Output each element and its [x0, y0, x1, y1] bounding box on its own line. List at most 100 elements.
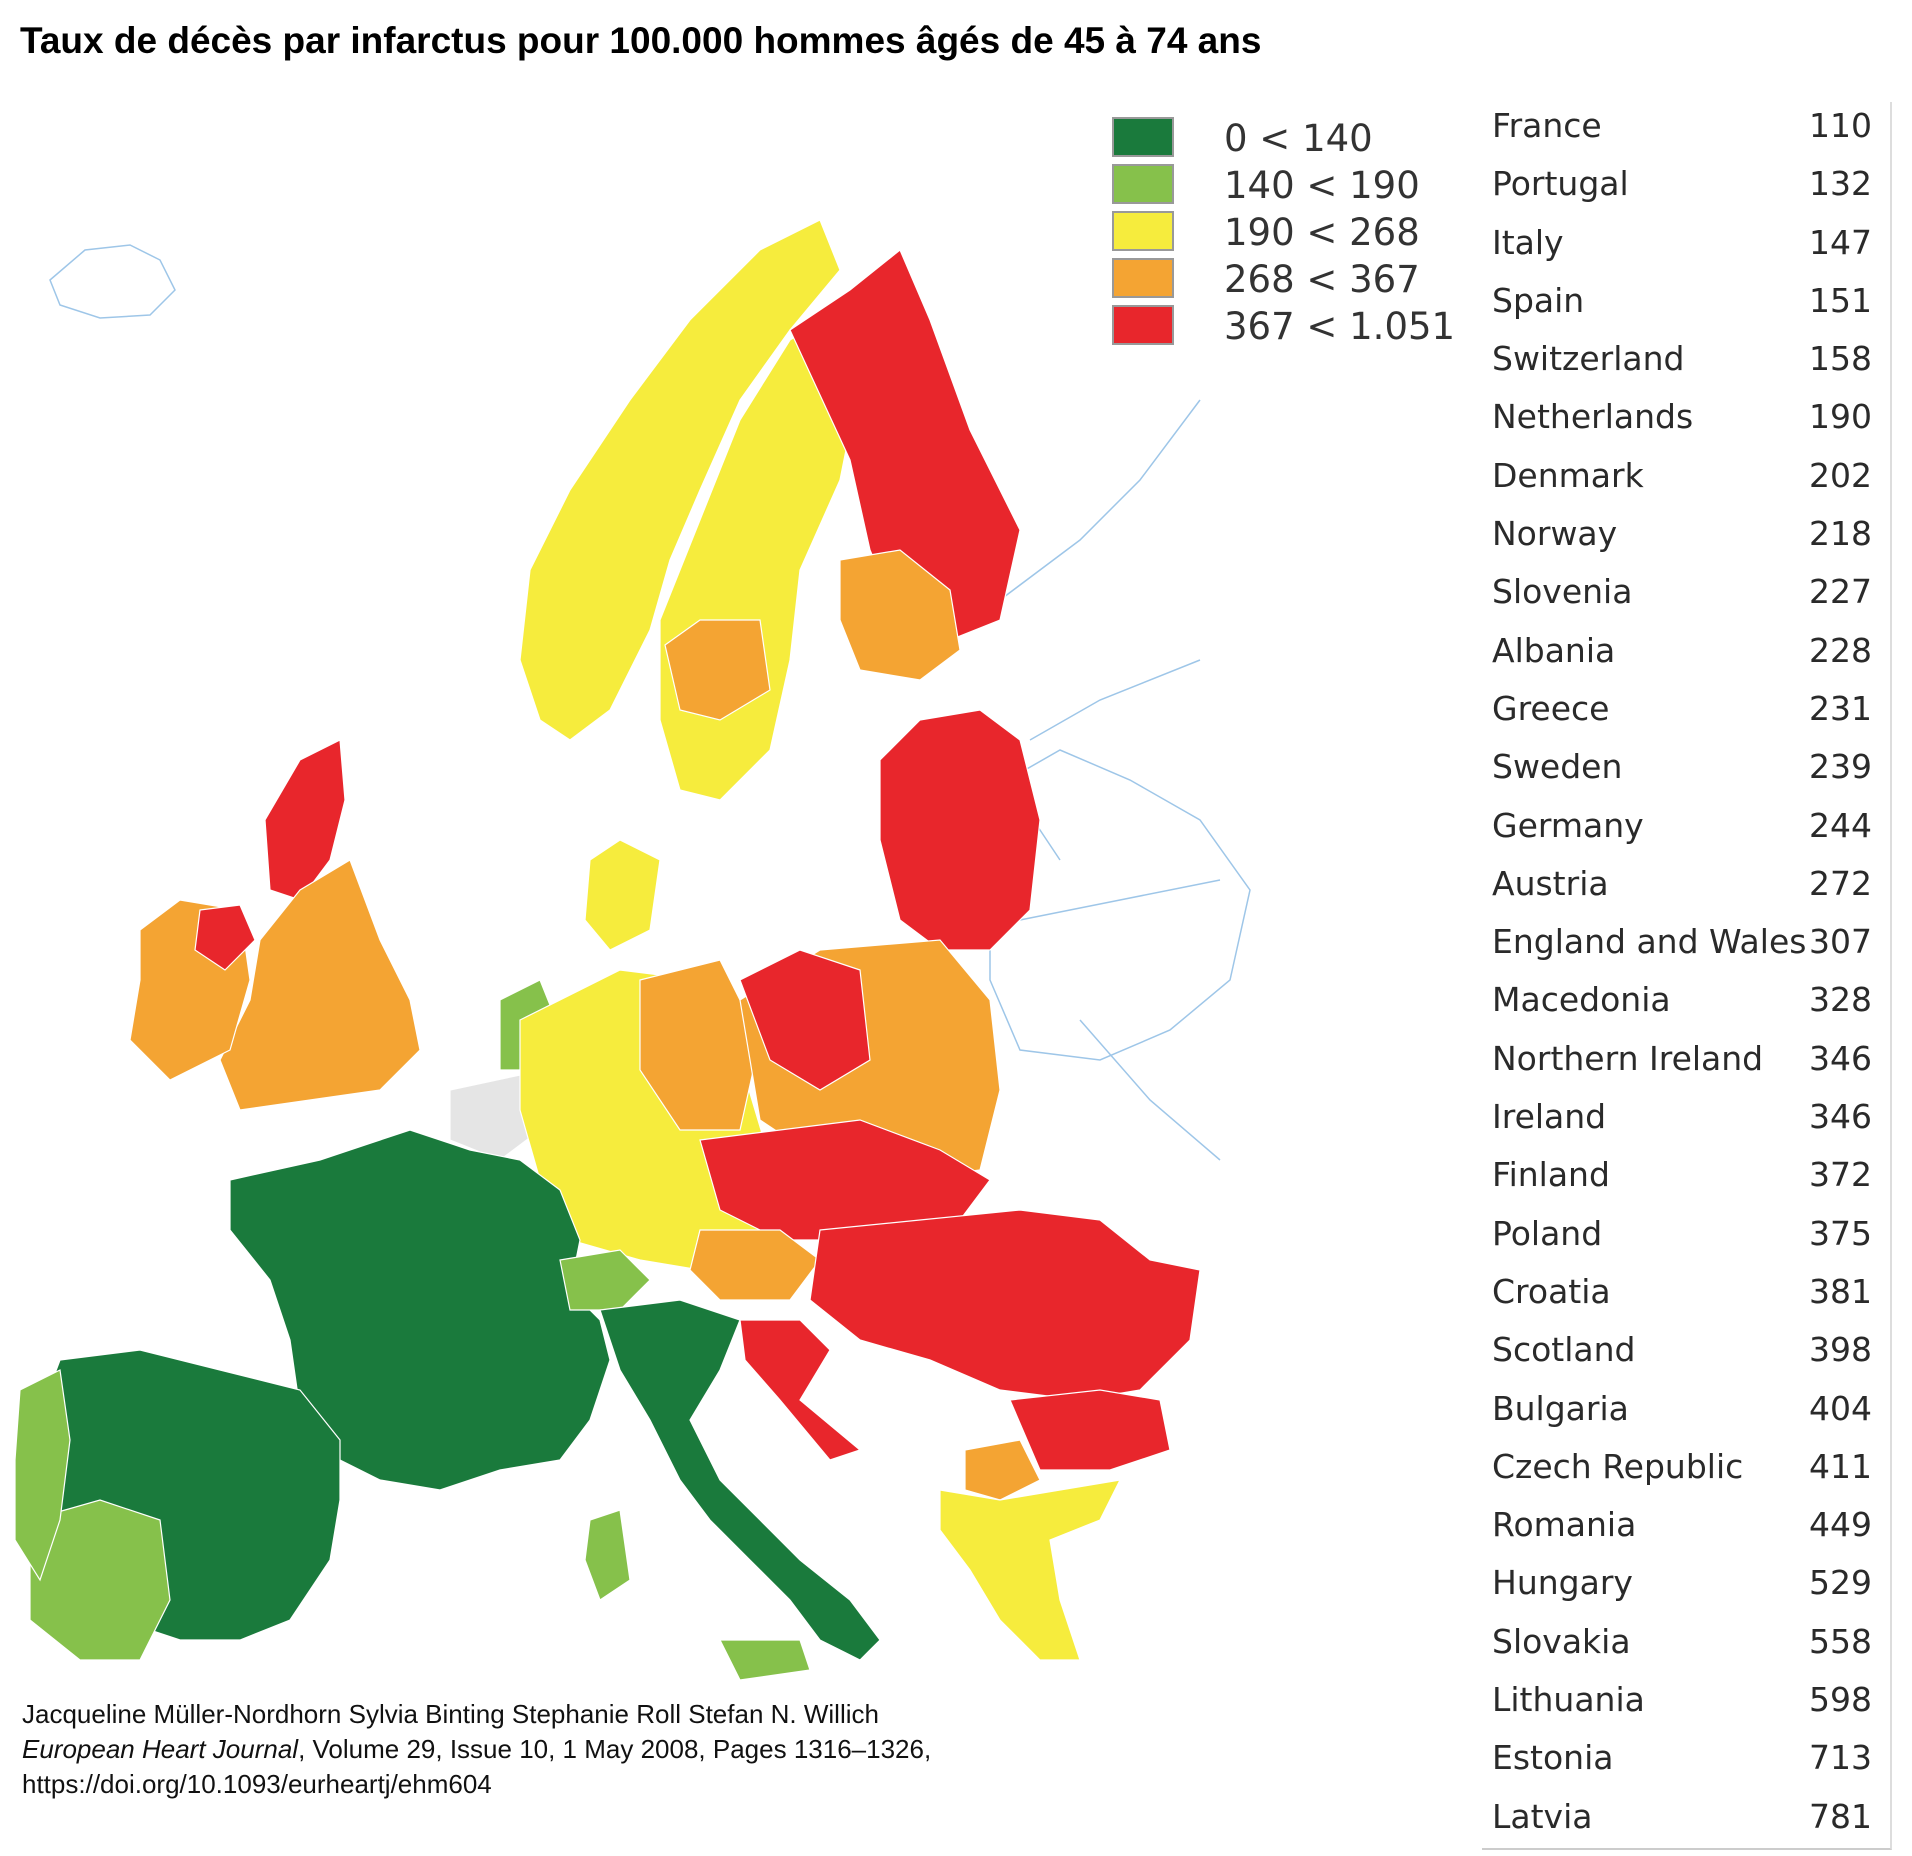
country-value: 558: [1809, 1621, 1872, 1661]
legend-swatch: [1112, 164, 1174, 204]
country-name: Italy: [1492, 222, 1564, 262]
map-legend: 0 < 140 140 < 190 190 < 268 268 < 367 36…: [1112, 115, 1455, 350]
table-row: Greece 231: [1482, 685, 1890, 743]
table-row: Romania 449: [1482, 1501, 1890, 1559]
country-name: Poland: [1492, 1213, 1603, 1253]
country-name: Denmark: [1492, 455, 1644, 495]
table-row: England and Wales 307: [1482, 918, 1890, 976]
table-row: Austria 272: [1482, 860, 1890, 918]
greece-region: [939, 1479, 1122, 1661]
sweden-orange-region: [664, 619, 771, 721]
france-region: [229, 1129, 611, 1491]
country-value: 328: [1809, 980, 1872, 1020]
table-row: Poland 375: [1482, 1210, 1890, 1268]
legend-item: 0 < 140: [1112, 115, 1432, 162]
country-value: 781: [1809, 1796, 1872, 1836]
legend-swatch: [1112, 305, 1174, 345]
country-value: 231: [1809, 688, 1872, 728]
russia-border-lines: [999, 399, 1221, 1161]
table-row: Macedonia 328: [1482, 976, 1890, 1034]
italy-south-region: [719, 1639, 811, 1681]
country-name: Greece: [1492, 688, 1610, 728]
country-name: Latvia: [1492, 1796, 1593, 1836]
country-name: Czech Republic: [1492, 1446, 1744, 1486]
legend-swatch: [1112, 211, 1174, 251]
portugal-region: [14, 1369, 71, 1582]
country-value: 228: [1809, 630, 1872, 670]
country-name: Slovakia: [1492, 1621, 1631, 1661]
table-row: Scotland 398: [1482, 1326, 1890, 1384]
country-value: 529: [1809, 1563, 1872, 1603]
country-name: Slovenia: [1492, 572, 1633, 612]
table-row: Albania 228: [1482, 627, 1890, 685]
citation-doi-link[interactable]: https://doi.org/10.1093/eurheartj/ehm604: [22, 1769, 492, 1799]
table-row: Germany 244: [1482, 802, 1890, 860]
scotland-region: [264, 739, 346, 901]
country-value: 346: [1809, 1038, 1872, 1078]
croatia-region: [739, 1319, 862, 1461]
country-name: Finland: [1492, 1155, 1610, 1195]
switzerland-region: [559, 1249, 651, 1311]
table-row: Finland 372: [1482, 1151, 1890, 1209]
country-value: 110: [1809, 106, 1872, 145]
country-value: 158: [1809, 339, 1872, 379]
table-row: Spain 151: [1482, 277, 1890, 335]
country-name: Scotland: [1492, 1330, 1636, 1370]
country-value: 598: [1809, 1680, 1872, 1720]
hungary-romania-region: [809, 1209, 1201, 1401]
austria-region: [689, 1229, 821, 1301]
legend-item: 268 < 367: [1112, 256, 1432, 303]
citation-journal: European Heart Journal: [22, 1734, 299, 1764]
ukraine-belarus-outline: [989, 749, 1251, 1061]
sardinia-region: [584, 1509, 631, 1601]
country-value: 449: [1809, 1505, 1872, 1545]
country-name: Croatia: [1492, 1271, 1611, 1311]
citation-authors: Jacqueline Müller-Nordhorn Sylvia Bintin…: [22, 1699, 879, 1729]
legend-label: 140 < 190: [1224, 164, 1420, 207]
country-value: 151: [1809, 280, 1872, 320]
legend-label: 367 < 1.051: [1224, 305, 1456, 348]
country-value: 398: [1809, 1330, 1872, 1370]
table-row: Czech Republic 411: [1482, 1443, 1890, 1501]
country-value: 190: [1809, 397, 1872, 437]
bulgaria-region: [1009, 1389, 1171, 1471]
europe-map: [0, 100, 1450, 1700]
country-value: 239: [1809, 747, 1872, 787]
table-row: Hungary 529: [1482, 1559, 1890, 1617]
country-value: 375: [1809, 1213, 1872, 1253]
country-value: 272: [1809, 863, 1872, 903]
germany-orange-region: [639, 959, 761, 1131]
table-row: Switzerland 158: [1482, 335, 1890, 393]
legend-label: 0 < 140: [1224, 117, 1373, 160]
country-name: Portugal: [1492, 164, 1629, 204]
country-name: Spain: [1492, 280, 1585, 320]
italy-north-region: [599, 1299, 881, 1661]
country-name: Macedonia: [1492, 980, 1671, 1020]
table-row: Portugal 132: [1482, 160, 1890, 218]
country-name: Norway: [1492, 514, 1618, 554]
table-row: Lithuania 598: [1482, 1676, 1890, 1734]
citation-reference: European Heart Journal, Volume 29, Issue…: [22, 1732, 1142, 1767]
country-value: 713: [1809, 1738, 1872, 1778]
country-rate-table: France 110 Portugal 132 Italy 147 Spain 151 …: [1482, 102, 1892, 1850]
table-row: Bulgaria 404: [1482, 1385, 1890, 1443]
legend-item: 140 < 190: [1112, 162, 1432, 209]
poland-red-region: [739, 949, 871, 1091]
table-row: Slovenia 227: [1482, 568, 1890, 626]
source-citation: Jacqueline Müller-Nordhorn Sylvia Bintin…: [22, 1697, 1142, 1802]
table-row: Netherlands 190: [1482, 393, 1890, 451]
country-name: Austria: [1492, 863, 1609, 903]
spain-green-region: [29, 1499, 171, 1661]
country-name: Estonia: [1492, 1738, 1614, 1778]
country-name: Switzerland: [1492, 339, 1685, 379]
country-name: Germany: [1492, 805, 1644, 845]
citation-details: , Volume 29, Issue 10, 1 May 2008, Pages…: [298, 1734, 932, 1764]
england-wales-region: [219, 859, 421, 1111]
legend-item: 367 < 1.051: [1112, 303, 1455, 350]
table-row: Northern Ireland 346: [1482, 1035, 1890, 1093]
belgium-region: [449, 1074, 541, 1161]
table-row: Sweden 239: [1482, 743, 1890, 801]
table-row: Croatia 381: [1482, 1268, 1890, 1326]
country-value: 202: [1809, 455, 1872, 495]
legend-label: 268 < 367: [1224, 258, 1420, 301]
